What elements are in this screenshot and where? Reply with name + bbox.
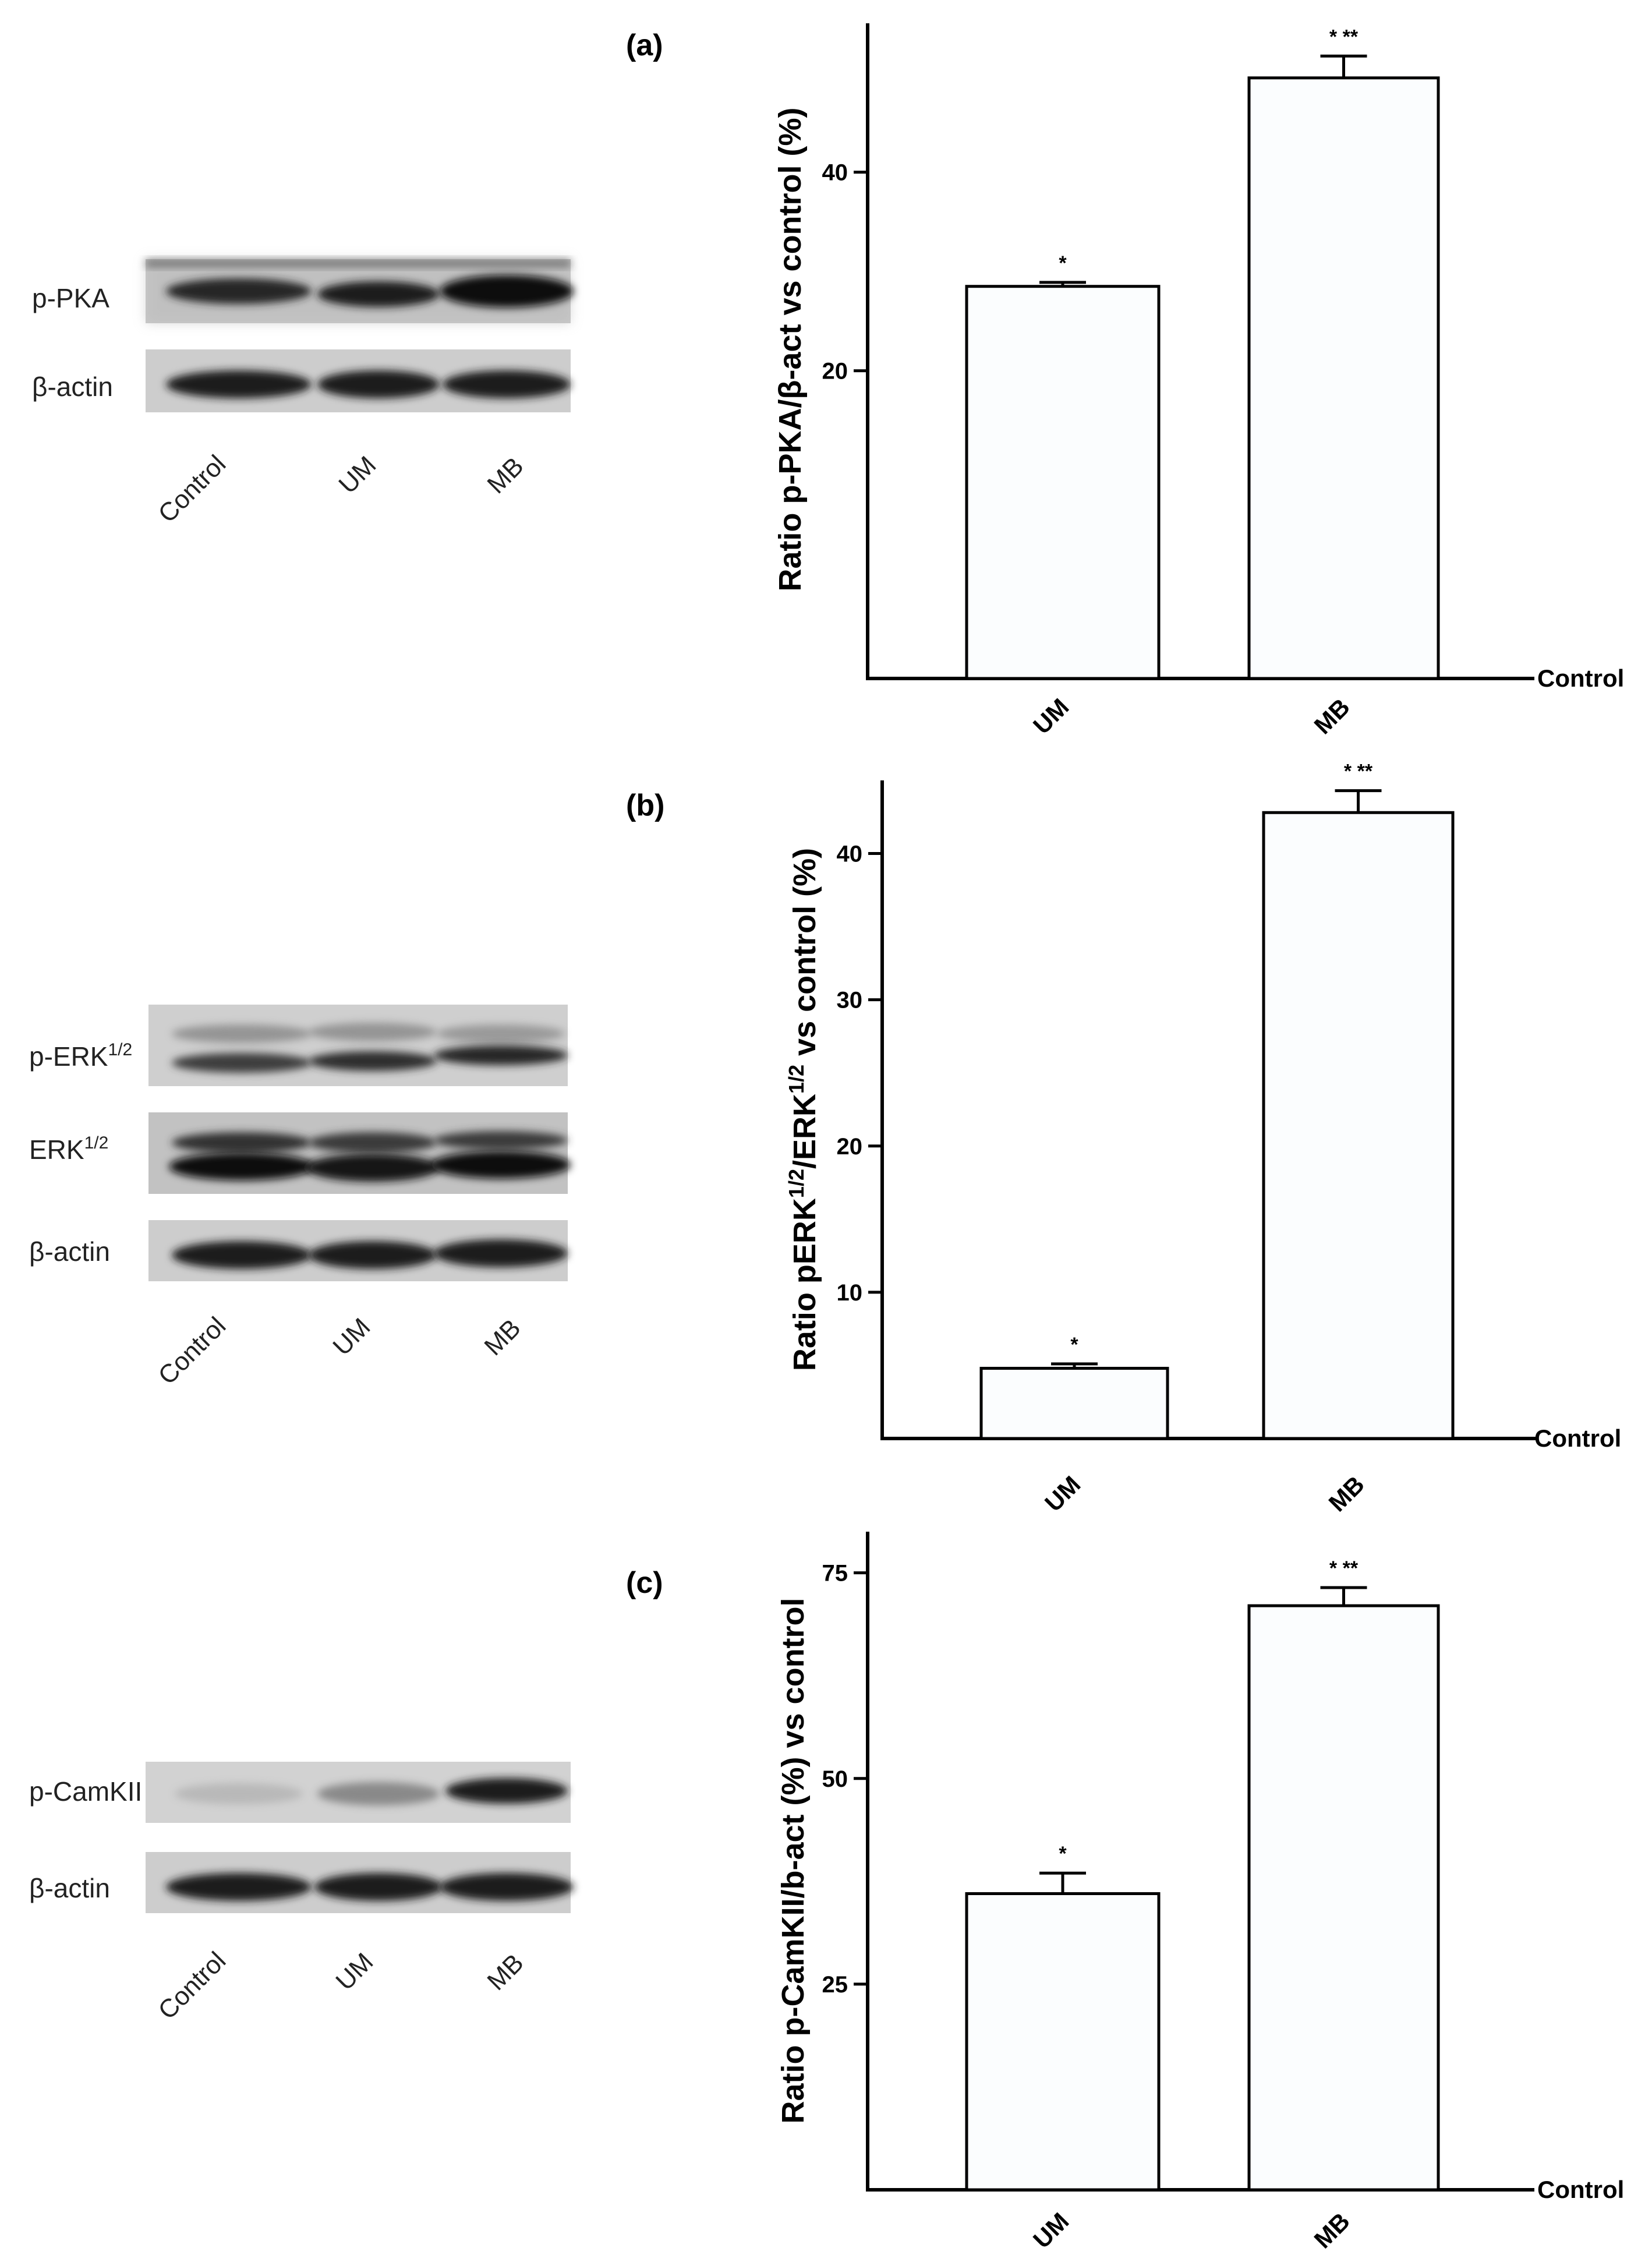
category-label: MB bbox=[1309, 2207, 1355, 2253]
category-label: UM bbox=[1028, 2207, 1074, 2253]
blot-row-label: p-CamKII bbox=[29, 1776, 142, 1807]
blot-strip-p-erk bbox=[148, 1005, 568, 1086]
blot-row-label: β-actin bbox=[32, 372, 113, 402]
y-tick-label: 25 bbox=[822, 1972, 848, 1998]
blot-row-label-sup: 1/2 bbox=[84, 1133, 109, 1153]
lane-label: UM bbox=[333, 451, 381, 499]
blot-row-label-base: p-ERK bbox=[29, 1041, 108, 1072]
significance-label: * ** bbox=[1344, 761, 1373, 783]
bar bbox=[965, 285, 1161, 680]
y-axis-title: Ratio p-PKA/β-act vs control (%) bbox=[773, 107, 808, 591]
bar bbox=[979, 1366, 1169, 1440]
blot-strip-beta-actin bbox=[148, 1220, 568, 1281]
y-tick-label: 75 bbox=[822, 1561, 848, 1586]
category-label: MB bbox=[1324, 1471, 1370, 1517]
blot-strip-p-pka bbox=[146, 259, 574, 323]
panel-tag: (c) bbox=[626, 1566, 663, 1600]
bar bbox=[1247, 1604, 1440, 2192]
lane-label: Control bbox=[153, 450, 231, 528]
blot-c: p-CamKII β-actin Control UM MB bbox=[29, 1762, 574, 2025]
baseline-label: Control bbox=[1537, 665, 1624, 692]
lane-label: MB bbox=[482, 1949, 529, 1996]
category-label: UM bbox=[1039, 1471, 1085, 1517]
blot-row-label: ERK1/2 bbox=[29, 1133, 108, 1165]
lane-label: MB bbox=[479, 1314, 526, 1361]
category-label: MB bbox=[1309, 693, 1355, 739]
lane-label: Control bbox=[153, 1312, 231, 1390]
significance-label: * ** bbox=[1329, 26, 1359, 48]
lane-label: Control bbox=[153, 1946, 231, 2025]
category-label: UM bbox=[1028, 693, 1074, 739]
bar-chart-c: (c) Control 25 50 75 * UM * ** MB Ratio p-CamKII/… bbox=[626, 1532, 1624, 2253]
blot-strip-erk bbox=[148, 1112, 571, 1194]
blot-strip-beta-actin bbox=[146, 349, 571, 412]
significance-label: * bbox=[1059, 1843, 1067, 1865]
y-tick-label: 20 bbox=[837, 1134, 863, 1160]
lane-label: UM bbox=[330, 1948, 378, 1996]
blot-a: p-PKA β-actin Control UM MB bbox=[32, 259, 574, 528]
baseline-label: Control bbox=[1534, 1425, 1621, 1452]
lane-label: UM bbox=[327, 1313, 376, 1361]
y-axis-title-sup: 1/2 bbox=[784, 1065, 808, 1094]
blot-strip-p-camkii bbox=[146, 1762, 571, 1823]
blot-row-label: p-PKA bbox=[32, 283, 109, 313]
y-axis-title-sup: 1/2 bbox=[784, 1169, 808, 1198]
y-axis-title-part: vs control (%) bbox=[787, 848, 822, 1065]
y-axis-title: Ratio pERK1/2/ERK1/2 vs control (%) bbox=[784, 848, 822, 1371]
blot-row-label-sup: 1/2 bbox=[108, 1040, 132, 1059]
panel-tag: (a) bbox=[626, 29, 663, 62]
blot-row-label: p-ERK1/2 bbox=[29, 1040, 132, 1072]
lane-label: MB bbox=[482, 452, 529, 499]
y-tick-label: 40 bbox=[822, 160, 848, 186]
y-tick-label: 20 bbox=[822, 359, 848, 384]
significance-label: * bbox=[1059, 252, 1067, 274]
y-axis-title-part: /ERK bbox=[787, 1094, 822, 1169]
baseline-label: Control bbox=[1537, 2176, 1624, 2203]
blot-b: p-ERK1/2 ERK1/2 β-actin Control UM MB bbox=[29, 1005, 571, 1390]
significance-label: * bbox=[1070, 1334, 1078, 1356]
y-axis-title: Ratio p-CamKII/b-act (%) vs control bbox=[776, 1597, 811, 2123]
panel-tag: (b) bbox=[626, 789, 664, 822]
y-tick-label: 50 bbox=[822, 1766, 848, 1792]
bar bbox=[965, 1892, 1161, 2192]
bar bbox=[1262, 811, 1455, 1440]
blot-row-label: β-actin bbox=[29, 1236, 110, 1267]
bar-chart-a: (a) Control 20 40 * UM * ** MB Ratio p-PKA/β-act… bbox=[626, 23, 1624, 739]
blot-strip-beta-actin bbox=[146, 1852, 574, 1913]
y-axis-title-part: Ratio pERK bbox=[787, 1198, 822, 1371]
bar bbox=[1247, 76, 1440, 680]
significance-label: * ** bbox=[1329, 1557, 1359, 1579]
blot-row-label-base: ERK bbox=[29, 1134, 84, 1165]
y-tick-label: 30 bbox=[837, 988, 863, 1013]
y-tick-label: 40 bbox=[837, 842, 863, 867]
y-tick-label: 10 bbox=[837, 1280, 863, 1306]
blot-row-label: β-actin bbox=[29, 1873, 110, 1903]
